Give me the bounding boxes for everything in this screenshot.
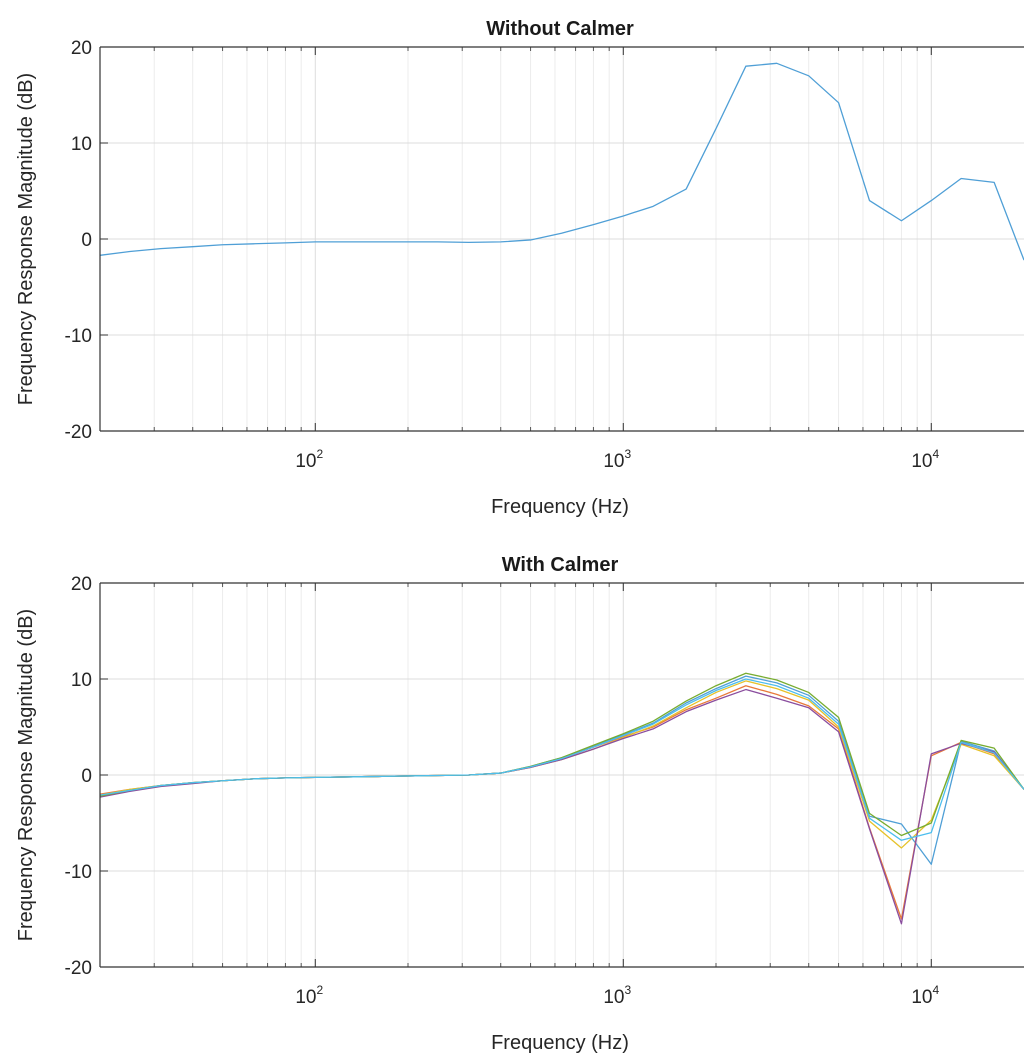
y-tick-label: -20 bbox=[65, 958, 92, 979]
y-tick-label: 20 bbox=[71, 574, 92, 595]
x-tick-label: 103 bbox=[603, 983, 631, 1008]
chart-with-calmer: 102 103 104 20 10 0 -10 -20 With Calmer Frequen… bbox=[15, 554, 1024, 1054]
x-tick-label: 104 bbox=[911, 983, 939, 1008]
y-tick-label: -10 bbox=[65, 326, 92, 347]
axes: 102 103 104 20 10 0 -10 -20 bbox=[65, 574, 1024, 1008]
y-tick-label: 10 bbox=[71, 670, 92, 691]
series-layer bbox=[99, 672, 1024, 925]
series-layer bbox=[99, 62, 1024, 261]
series-line-1 bbox=[99, 62, 1024, 261]
y-tick-label: 20 bbox=[71, 38, 92, 59]
y-axis-label: Frequency Response Magnitude (dB) bbox=[15, 609, 37, 941]
y-tick-label: -20 bbox=[65, 422, 92, 443]
chart-title: With Calmer bbox=[502, 554, 619, 576]
chart-without-calmer: 102 103 104 20 10 0 -10 -20 Without Calmer Freq… bbox=[15, 18, 1024, 518]
y-tick-label: 0 bbox=[81, 766, 92, 787]
x-tick-label: 104 bbox=[911, 447, 939, 472]
series-line-6 bbox=[99, 678, 1024, 841]
chart-title: Without Calmer bbox=[486, 18, 634, 40]
y-axis-label: Frequency Response Magnitude (dB) bbox=[15, 73, 37, 405]
y-tick-label: 10 bbox=[71, 134, 92, 155]
axes: 102 103 104 20 10 0 -10 -20 bbox=[65, 38, 1024, 472]
y-tick-label: -10 bbox=[65, 862, 92, 883]
x-tick-label: 102 bbox=[295, 983, 323, 1008]
x-tick-label: 103 bbox=[603, 447, 631, 472]
x-axis-label: Frequency (Hz) bbox=[491, 1032, 629, 1054]
y-tick-label: 0 bbox=[81, 230, 92, 251]
x-axis-label: Frequency (Hz) bbox=[491, 496, 629, 518]
x-tick-label: 102 bbox=[295, 447, 323, 472]
